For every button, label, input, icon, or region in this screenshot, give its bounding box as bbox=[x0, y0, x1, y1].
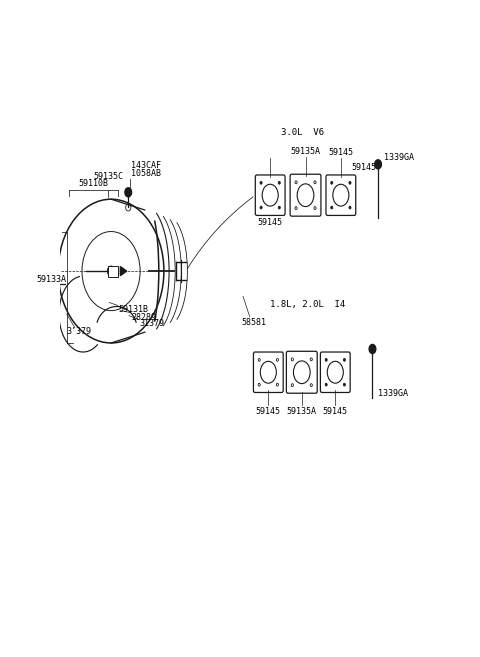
Text: 59135C: 59135C bbox=[93, 172, 123, 181]
Circle shape bbox=[331, 181, 333, 184]
Circle shape bbox=[331, 206, 333, 209]
Text: 1.8L, 2.0L  I4: 1.8L, 2.0L I4 bbox=[270, 300, 346, 309]
Circle shape bbox=[126, 204, 131, 211]
Text: 59145: 59145 bbox=[258, 219, 283, 227]
Text: 3.0L  V6: 3.0L V6 bbox=[281, 128, 324, 137]
Circle shape bbox=[325, 383, 327, 386]
Circle shape bbox=[260, 206, 262, 209]
Text: 28289: 28289 bbox=[132, 313, 156, 321]
Text: 3'379: 3'379 bbox=[67, 327, 92, 336]
Circle shape bbox=[343, 383, 346, 386]
Circle shape bbox=[369, 344, 376, 353]
Text: 59145: 59145 bbox=[328, 148, 353, 157]
Circle shape bbox=[325, 359, 327, 361]
Text: 59145: 59145 bbox=[256, 407, 281, 416]
Circle shape bbox=[349, 206, 351, 209]
Text: 59135A: 59135A bbox=[290, 147, 321, 156]
Text: 59133A: 59133A bbox=[36, 275, 66, 284]
Text: 143CAF: 143CAF bbox=[131, 161, 161, 170]
Text: 58581: 58581 bbox=[241, 317, 266, 327]
Circle shape bbox=[260, 181, 262, 184]
Bar bbox=[108, 265, 118, 277]
Circle shape bbox=[349, 181, 351, 184]
Text: 59135A: 59135A bbox=[287, 407, 317, 417]
Text: 59145: 59145 bbox=[323, 407, 348, 416]
Circle shape bbox=[278, 206, 280, 209]
Circle shape bbox=[278, 181, 280, 184]
Circle shape bbox=[375, 160, 382, 169]
Text: 1058AB: 1058AB bbox=[131, 169, 161, 178]
Circle shape bbox=[343, 359, 346, 361]
Text: 1339GA: 1339GA bbox=[378, 389, 408, 397]
Circle shape bbox=[125, 188, 132, 197]
Polygon shape bbox=[120, 267, 127, 276]
Text: 59131B: 59131B bbox=[119, 306, 148, 315]
Bar bbox=[43, 279, 49, 289]
Text: 59110B: 59110B bbox=[79, 179, 108, 188]
Text: 1339GA: 1339GA bbox=[384, 153, 414, 162]
Circle shape bbox=[40, 280, 45, 287]
Text: 59145: 59145 bbox=[351, 163, 377, 172]
Text: 31379: 31379 bbox=[139, 319, 164, 328]
